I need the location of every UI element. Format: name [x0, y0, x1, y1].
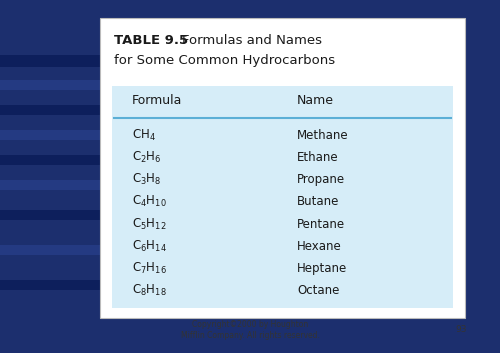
Text: C$_4$H$_{10}$: C$_4$H$_{10}$	[132, 194, 166, 209]
Text: Name: Name	[297, 95, 334, 108]
Text: TABLE 9.5: TABLE 9.5	[114, 34, 188, 47]
Bar	[112, 86, 453, 308]
Text: Butane: Butane	[297, 195, 340, 208]
Text: Octane: Octane	[297, 285, 340, 297]
Text: C$_3$H$_8$: C$_3$H$_8$	[132, 172, 162, 187]
Text: CH$_4$: CH$_4$	[132, 127, 156, 143]
Text: Copyright©2000 by Houghton
Mifflin Company. All rights reserved.: Copyright©2000 by Houghton Mifflin Compa…	[180, 320, 320, 340]
Bar	[0, 130, 120, 140]
Bar	[0, 105, 120, 115]
Text: C$_8$H$_{18}$: C$_8$H$_{18}$	[132, 283, 166, 298]
Text: Methane: Methane	[297, 128, 348, 142]
Text: Ethane: Ethane	[297, 151, 339, 164]
Text: C$_2$H$_6$: C$_2$H$_6$	[132, 150, 162, 165]
Bar	[0, 80, 120, 90]
Text: C$_6$H$_{14}$: C$_6$H$_{14}$	[132, 239, 167, 254]
Text: Formula: Formula	[132, 95, 182, 108]
Text: C$_5$H$_{12}$: C$_5$H$_{12}$	[132, 217, 166, 232]
Text: Propane: Propane	[297, 173, 345, 186]
Bar	[0, 180, 120, 190]
Bar	[100, 18, 465, 318]
Text: Formulas and Names: Formulas and Names	[182, 34, 322, 47]
Bar	[0, 280, 120, 290]
Bar	[0, 55, 120, 67]
Text: C$_7$H$_{16}$: C$_7$H$_{16}$	[132, 261, 167, 276]
Bar	[0, 155, 120, 165]
Text: Pentane: Pentane	[297, 218, 345, 231]
Bar	[0, 245, 120, 255]
Text: 93: 93	[455, 325, 466, 335]
Text: for Some Common Hydrocarbons: for Some Common Hydrocarbons	[114, 54, 335, 67]
Text: Heptane: Heptane	[297, 262, 347, 275]
Text: Hexane: Hexane	[297, 240, 342, 253]
Bar	[0, 210, 120, 220]
